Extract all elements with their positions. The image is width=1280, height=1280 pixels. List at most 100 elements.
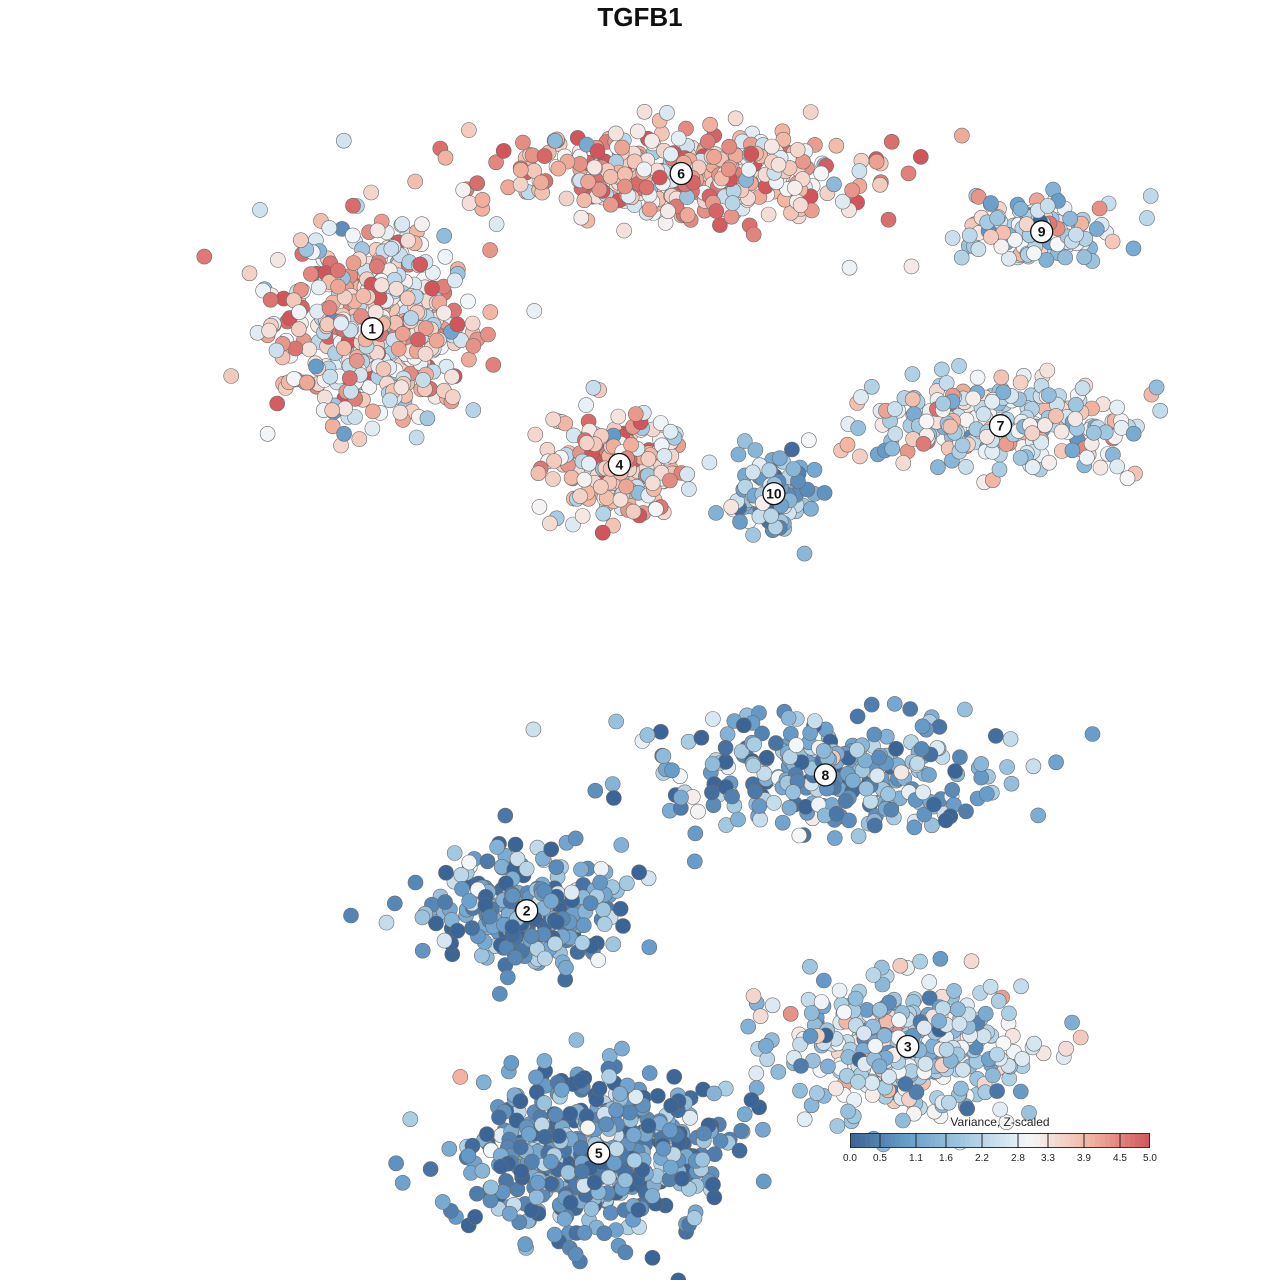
cell-point [880, 211, 897, 228]
cell-point [525, 721, 542, 738]
cell-point [560, 1164, 577, 1181]
cell-point [759, 1051, 776, 1067]
cell-point [495, 143, 512, 159]
cell-point [690, 803, 706, 820]
cell-point [760, 206, 777, 223]
cell-point [562, 1106, 579, 1122]
cell-point [558, 959, 574, 976]
cell-point [829, 1118, 846, 1134]
cell-point [602, 1205, 619, 1221]
cell-point [619, 875, 635, 892]
cell-point [858, 780, 875, 797]
cell-point [662, 423, 679, 440]
cell-point [587, 782, 604, 799]
cell-point [944, 782, 961, 798]
cell-point [605, 936, 622, 953]
cell-point [369, 258, 385, 275]
cell-point [414, 216, 430, 232]
cell-point [781, 799, 798, 816]
cell-point [662, 472, 678, 489]
cell-point [310, 279, 327, 296]
cell-point [482, 304, 499, 320]
cell-point [970, 241, 987, 257]
cell-point [752, 1008, 769, 1025]
cell-point [880, 786, 896, 802]
cell-point [444, 389, 461, 405]
cell-points [196, 104, 1168, 1280]
cell-point [723, 208, 740, 225]
cell-point [414, 909, 431, 926]
cell-point [292, 232, 309, 248]
cell-point [951, 1016, 968, 1032]
cell-point [640, 451, 657, 467]
cell-point [644, 1250, 661, 1266]
cell-point [422, 1161, 439, 1177]
cell-point [643, 133, 660, 149]
cell-point [745, 757, 762, 774]
cell-point [679, 466, 696, 483]
cell-point [828, 137, 845, 154]
cell-point [586, 159, 603, 176]
cell-point [931, 719, 948, 735]
cell-point [984, 393, 1001, 410]
cell-point [518, 861, 535, 877]
cell-point [975, 406, 992, 422]
cell-point [572, 1073, 589, 1089]
cell-point [852, 448, 868, 465]
cell-point [556, 1211, 573, 1227]
cell-point [512, 162, 529, 178]
cell-point [891, 1012, 907, 1029]
cell-point [931, 1013, 947, 1029]
cell-point [735, 717, 752, 734]
cell-point [785, 461, 802, 477]
cell-point [382, 392, 398, 409]
cell-point [973, 756, 990, 772]
cell-point [803, 500, 819, 517]
cell-point [641, 1065, 658, 1081]
cell-point [261, 322, 277, 339]
cell-point [424, 280, 440, 297]
cell-point [479, 853, 496, 870]
cell-point [528, 1069, 544, 1086]
cell-point [299, 374, 315, 391]
cell-point [1125, 425, 1142, 442]
cell-point [507, 836, 524, 853]
cell-point [921, 974, 938, 990]
cell-point [764, 997, 781, 1014]
svg-text:3: 3 [904, 1039, 912, 1055]
cell-point [592, 478, 609, 495]
cell-point [531, 499, 548, 515]
cell-point [813, 994, 830, 1010]
svg-text:4: 4 [616, 457, 624, 473]
cell-point [574, 1163, 590, 1180]
cell-point [782, 1005, 799, 1022]
cluster-label-4: 4 [607, 452, 632, 477]
cell-point [751, 798, 768, 814]
cell-point [853, 389, 869, 405]
cell-point [743, 146, 760, 162]
cell-point [551, 1128, 567, 1144]
cell-point [349, 353, 365, 369]
cell-point [640, 1117, 657, 1134]
cell-point [419, 410, 436, 427]
cell-point [614, 1040, 630, 1057]
cell-point [262, 291, 279, 308]
cell-point [1001, 1005, 1017, 1022]
cell-point [586, 1174, 603, 1191]
svg-text:10: 10 [766, 486, 782, 502]
cell-point [864, 1075, 880, 1091]
cell-point [784, 441, 800, 458]
cell-point [847, 990, 864, 1007]
cell-point [983, 195, 999, 211]
cell-point [736, 1106, 753, 1123]
svg-text:5: 5 [595, 1145, 603, 1161]
cell-point [612, 900, 629, 917]
cell-point [953, 1080, 969, 1097]
cell-point [424, 264, 441, 281]
cell-point [608, 1141, 625, 1157]
cell-point [498, 939, 515, 956]
cell-point [836, 1004, 853, 1021]
cell-point [504, 887, 521, 904]
cell-point [1068, 396, 1084, 413]
cell-point [319, 316, 336, 333]
